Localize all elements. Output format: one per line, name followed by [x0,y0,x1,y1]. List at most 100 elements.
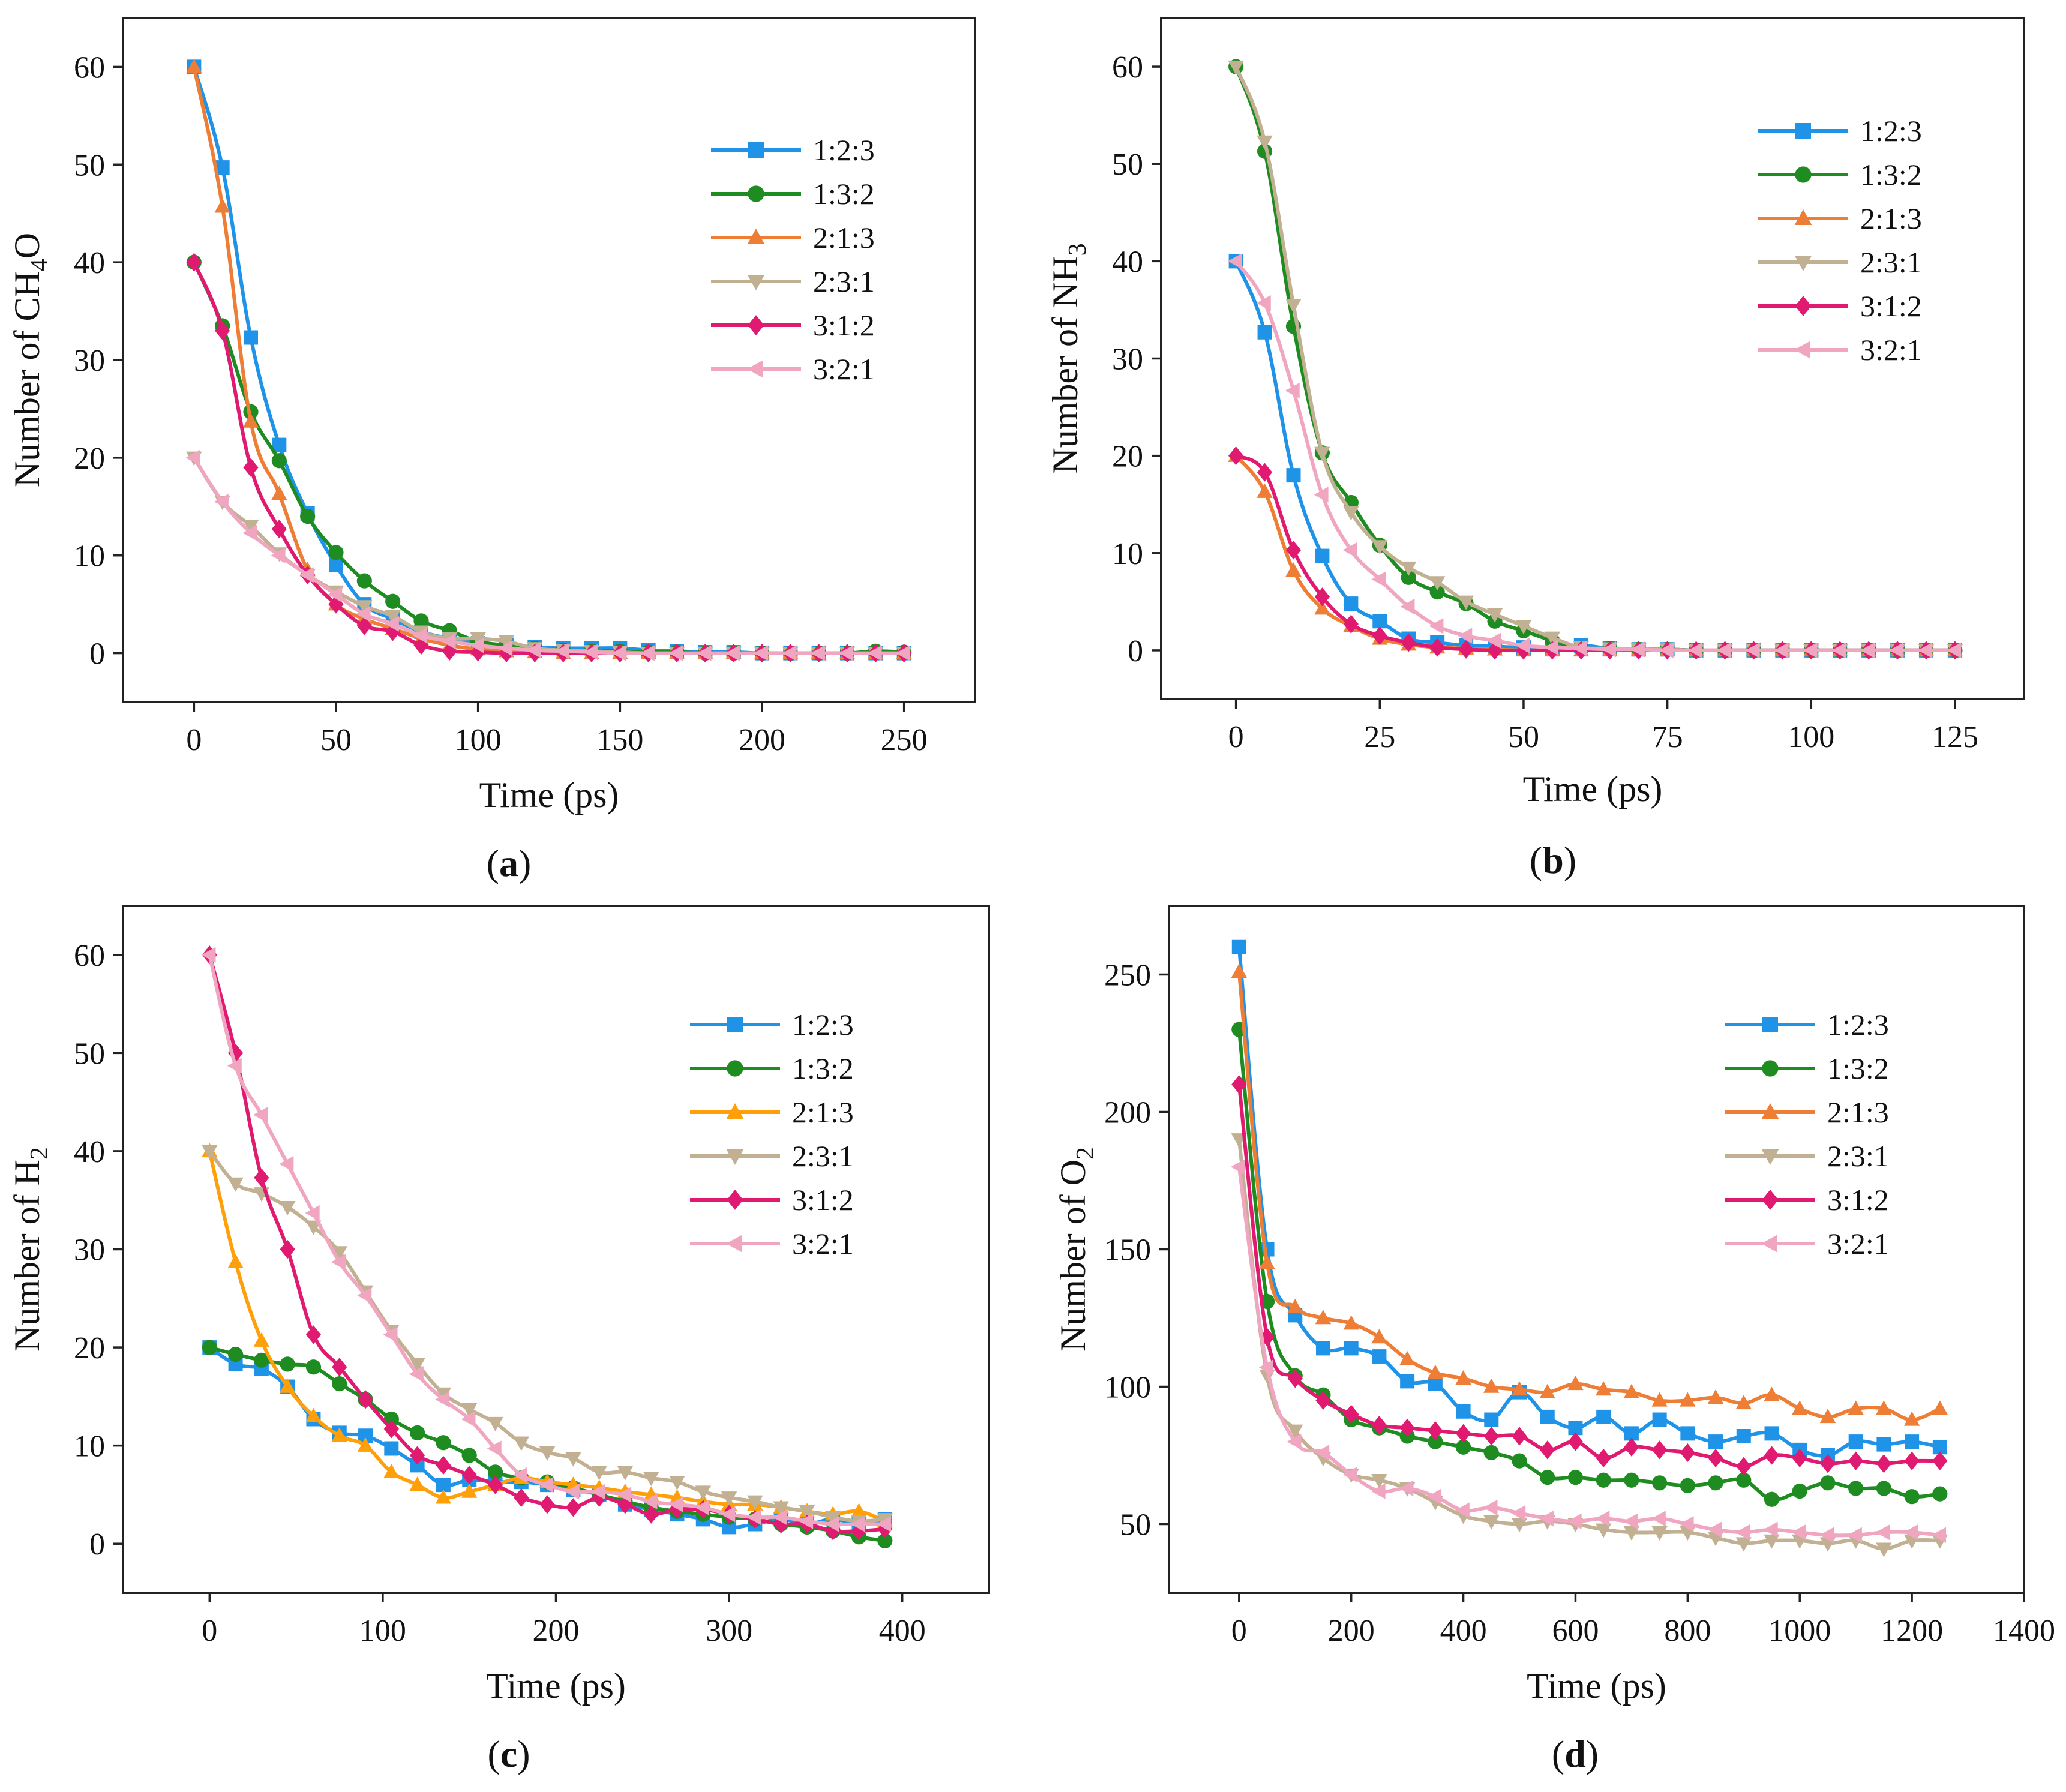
panel-caption: (a) [487,842,532,884]
caption-letter: d [1564,1733,1586,1775]
data-point [1707,1521,1722,1538]
legend-label: 2:3:1 [792,1139,854,1173]
data-point [1429,584,1445,600]
data-point [1904,1451,1920,1470]
data-point [895,645,910,661]
series-1-2-3 [1228,254,1962,658]
data-point [1427,1488,1442,1505]
square-icon [1762,1017,1778,1032]
data-point [1876,1454,1891,1473]
data-point [1315,1445,1330,1461]
caption-letter: a [499,842,518,884]
data-point [271,485,287,500]
series-3-1-2 [1231,1075,1948,1476]
x-tick-label: 100 [455,723,502,757]
panel-caption: (c) [487,1733,530,1775]
series-line [1234,66,1955,653]
data-point [514,1488,529,1507]
data-point [1256,295,1271,311]
data-point [1932,1527,1947,1544]
y-tick-label: 50 [1112,148,1143,182]
data-point [356,606,371,622]
data-point [384,1441,399,1456]
legend-label: 1:3:2 [1827,1052,1889,1085]
data-point [591,1466,607,1481]
data-point [280,1239,295,1259]
data-point [1511,1518,1528,1533]
data-point [1596,1409,1611,1424]
x-axis-title: Time (ps) [1527,1666,1666,1706]
data-point [1680,1426,1695,1441]
data-point [461,1448,477,1463]
data-point [1372,1349,1387,1364]
data-point [1285,299,1302,314]
data-point [1847,1527,1862,1544]
legend-entry: 1:2:3 [690,1008,854,1041]
legend-label: 2:3:1 [1860,245,1922,279]
data-point [384,616,399,632]
legend-entry: 1:2:3 [1725,1008,1889,1041]
data-point [410,1425,425,1440]
data-point [413,613,429,629]
legend-label: 2:1:3 [1860,202,1922,235]
x-tick-label: 0 [1231,1614,1247,1648]
data-point [385,610,401,625]
legend-entry: 2:3:1 [1758,245,1922,279]
data-point [1483,1515,1500,1530]
data-point [1573,640,1588,656]
x-axis-title: Time (ps) [1523,769,1663,809]
data-point [1483,1427,1499,1446]
data-point [487,1475,503,1494]
data-point [1231,963,1248,978]
data-point [1257,463,1273,482]
x-tick-label: 0 [1228,720,1244,754]
data-point [1257,325,1272,340]
data-point [1876,1437,1891,1452]
data-point [697,645,712,661]
data-point [383,1419,399,1439]
data-point [1932,1451,1948,1470]
data-point [1343,1315,1359,1330]
series-2-1-3 [1228,447,1963,657]
data-point [498,640,513,656]
legend-entry: 3:2:1 [711,352,875,386]
x-tick-label: 1200 [1881,1614,1943,1648]
data-point [526,642,541,658]
data-point [227,1043,244,1062]
data-point [1458,640,1474,659]
series-line [208,954,886,1533]
caption-open-paren: ( [1552,1733,1564,1775]
series-1-3-2 [1231,1022,1948,1507]
data-point [1285,562,1302,577]
legend-entry: 3:1:2 [690,1183,854,1217]
data-point [1512,1427,1527,1446]
data-point [1680,1392,1696,1407]
data-point [1792,1448,1807,1468]
x-tick-label: 200 [739,723,785,757]
plot-frame [122,905,990,1594]
series-3-2-1 [1231,1158,1947,1544]
caption-close-paren: ) [517,1733,530,1775]
triangle-left-icon [726,1235,742,1253]
data-point [1876,1542,1892,1557]
legend-label: 3:2:1 [792,1227,854,1260]
data-point [1484,1412,1499,1427]
data-point [1630,641,1645,658]
data-point [772,1509,787,1526]
data-point [1314,487,1329,503]
data-point [1679,1516,1694,1532]
data-point [202,1145,218,1160]
y-tick-label: 60 [1112,50,1143,85]
data-point [669,1500,685,1519]
data-point [1344,1341,1359,1356]
y-tick-label: 150 [1104,1233,1151,1268]
data-point [695,1485,712,1500]
data-point [1231,1158,1246,1175]
legend-label: 1:2:3 [813,133,875,167]
data-point [1371,1474,1387,1489]
x-tick-label: 200 [1328,1614,1375,1648]
x-tick-label: 1400 [1993,1614,2055,1648]
data-point [1456,1404,1471,1419]
diamond-icon [1762,1190,1779,1210]
